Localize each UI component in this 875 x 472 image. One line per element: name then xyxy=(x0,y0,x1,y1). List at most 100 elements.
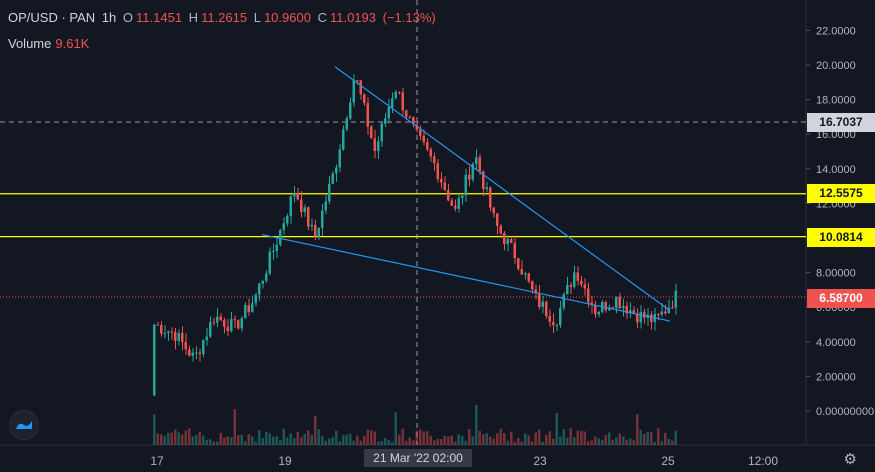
candle-body xyxy=(310,224,313,227)
volume-bar xyxy=(398,435,401,445)
volume-bar xyxy=(254,441,257,445)
volume-bar xyxy=(177,432,180,445)
candle-body xyxy=(594,305,597,315)
volume-bar xyxy=(548,431,551,445)
candle-body xyxy=(240,318,243,329)
candle-body xyxy=(359,80,362,95)
volume-bar xyxy=(258,430,261,445)
candle-body xyxy=(286,216,289,224)
candle-body xyxy=(454,205,457,209)
volume-bar xyxy=(377,441,380,445)
close-value: 11.0193 xyxy=(329,10,376,25)
candle-body xyxy=(275,244,278,251)
candle-body xyxy=(331,173,334,184)
candle-body xyxy=(426,142,429,150)
volume-bar xyxy=(625,439,628,445)
volume-bar xyxy=(184,430,187,445)
settings-gear-icon[interactable]: ⚙ xyxy=(843,451,857,468)
volume-bar xyxy=(233,409,236,445)
candle-body xyxy=(219,316,222,320)
candle-body xyxy=(261,280,264,284)
volume-bar xyxy=(401,428,404,445)
candle-body xyxy=(352,80,355,103)
volume-bar xyxy=(188,428,191,445)
tradingview-logo-icon[interactable] xyxy=(9,410,39,440)
candle-body xyxy=(163,333,166,335)
low-key: L xyxy=(253,10,261,25)
volume-bar xyxy=(559,436,562,445)
candle-body xyxy=(482,171,485,190)
candle-body xyxy=(377,141,380,152)
time-axis-label: 19 xyxy=(278,454,292,468)
volume-bar xyxy=(191,436,194,445)
candle-body xyxy=(471,164,474,180)
candle-body xyxy=(160,325,163,334)
time-axis-label: 12:00 xyxy=(748,454,778,468)
candle-body xyxy=(247,305,250,312)
candle-body xyxy=(272,250,275,252)
candle-body xyxy=(198,352,201,355)
candle-body xyxy=(485,187,488,190)
volume-bar xyxy=(468,428,471,445)
candle-body xyxy=(496,213,499,226)
candle-body xyxy=(503,233,506,244)
volume-bar xyxy=(373,431,376,445)
volume-bar xyxy=(545,434,548,445)
candle-body xyxy=(527,273,530,282)
volume-bar xyxy=(387,439,390,445)
candle-body xyxy=(342,129,345,150)
candle-body xyxy=(303,207,306,213)
volume-bar xyxy=(653,441,656,445)
descending-trend-line xyxy=(334,66,671,312)
high-value: 11.2615 xyxy=(201,10,248,25)
change-percent: (−1.13%) xyxy=(382,10,436,25)
volume-bar xyxy=(615,437,618,445)
volume-bar xyxy=(167,432,170,445)
volume-bar xyxy=(181,434,184,445)
candle-body xyxy=(268,251,271,274)
candle-body xyxy=(636,313,639,323)
candle-body xyxy=(244,305,247,319)
volume-bar xyxy=(251,436,254,445)
volume-bar xyxy=(244,441,247,445)
volume-bar xyxy=(174,429,177,445)
candle-body xyxy=(156,324,159,326)
volume-bar xyxy=(639,429,642,445)
volume-bar xyxy=(573,437,576,445)
candle-body xyxy=(405,110,408,117)
volume-bar xyxy=(506,440,509,445)
volume-bar xyxy=(352,440,355,445)
candle-body xyxy=(436,163,439,180)
price-tick-label: 0.00000000 xyxy=(816,406,874,418)
volume-bar xyxy=(527,435,530,445)
volume-bar xyxy=(303,434,306,445)
volume-bar xyxy=(170,432,173,445)
volume-bar xyxy=(552,438,555,445)
volume-bar xyxy=(482,433,485,445)
crosshair-time-tag: 21 Mar '22 02:00 xyxy=(364,449,472,467)
volume-bar xyxy=(601,439,604,445)
volume-bar xyxy=(524,433,527,445)
volume-bar xyxy=(520,441,523,445)
volume-bar xyxy=(317,429,320,445)
candle-body xyxy=(408,116,411,118)
candle-body xyxy=(401,92,404,111)
volume-bar xyxy=(163,436,166,445)
volume-bar xyxy=(611,439,614,445)
candle-body xyxy=(300,199,303,213)
candle-body xyxy=(608,307,611,311)
volume-bar xyxy=(216,441,219,445)
volume-bar xyxy=(443,435,446,445)
symbol-name[interactable]: OP/USD · PAN xyxy=(8,10,96,25)
volume-label[interactable]: Volume xyxy=(8,36,52,51)
volume-bar xyxy=(300,437,303,445)
candle-body xyxy=(611,307,614,309)
candle-body xyxy=(629,310,632,314)
price-tick-label: 22.0000 xyxy=(816,25,856,37)
time-axis-label: 17 xyxy=(150,454,164,468)
candle-body xyxy=(202,339,205,355)
candle-body xyxy=(209,322,212,337)
interval-label[interactable]: 1h xyxy=(101,10,117,25)
volume-bar xyxy=(510,431,513,445)
